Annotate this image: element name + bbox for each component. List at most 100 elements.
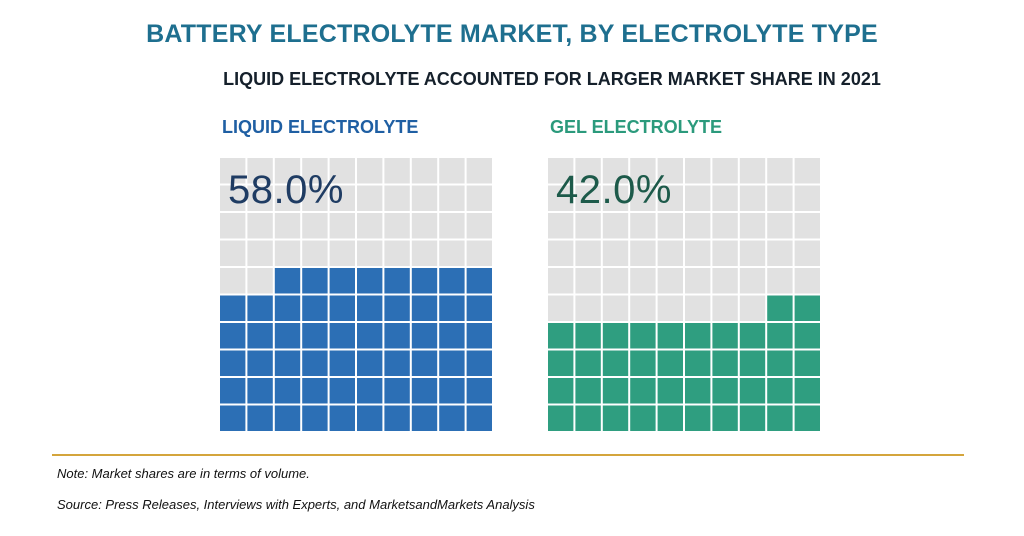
waffle-cell-liquid-filled [247,378,273,404]
waffle-cell-gel-filled [548,323,574,349]
waffle-cell-liquid-filled [466,295,492,321]
waffle-cell-gel-empty [630,240,656,266]
waffle-cell-liquid-empty [439,158,465,184]
waffle-cell-gel-empty [575,185,601,211]
series-label-liquid: LIQUID ELECTROLYTE [222,117,419,137]
waffle-cell-liquid-empty [439,240,465,266]
waffle-cell-liquid-empty [302,240,328,266]
waffle-cell-liquid-filled [357,323,383,349]
waffle-cell-gel-empty [602,158,629,184]
waffle-cell-gel-empty [739,240,766,266]
waffle-cell-gel-empty [685,295,711,321]
waffle-cell-gel-empty [575,213,601,239]
waffle-cell-liquid-filled [220,295,246,321]
waffle-cell-liquid-filled [220,323,246,349]
waffle-cell-liquid-empty [384,158,410,184]
waffle-cell-gel-empty [712,268,738,294]
waffle-cell-liquid-filled [411,268,438,294]
waffle-cell-liquid-filled [411,350,438,376]
waffle-cell-gel-empty [657,158,683,184]
waffle-cell-liquid-filled [439,268,465,294]
waffle-cell-liquid-filled [274,378,301,404]
waffle-cell-gel-filled [602,323,629,349]
waffle-cell-liquid-empty [247,185,273,211]
waffle-cell-liquid-filled [411,323,438,349]
source-note: Source: Press Releases, Interviews with … [57,497,535,512]
footnote: Note: Market shares are in terms of volu… [57,466,310,481]
waffle-cell-gel-empty [712,185,738,211]
waffle-cell-liquid-empty [329,185,355,211]
waffle-cell-gel-filled [575,323,601,349]
waffle-cell-gel-filled [794,295,820,321]
waffle-cell-gel-filled [712,323,738,349]
waffle-cell-gel-filled [657,323,683,349]
waffle-cell-liquid-filled [466,323,492,349]
waffle-cell-liquid-empty [466,185,492,211]
waffle-cell-liquid-empty [329,213,355,239]
waffle-cell-liquid-filled [466,378,492,404]
waffle-cell-liquid-filled [411,405,438,431]
waffle-cell-gel-empty [630,295,656,321]
waffle-cell-liquid-filled [357,268,383,294]
waffle-cell-gel-filled [767,323,793,349]
waffle-cell-liquid-empty [220,268,246,294]
waffle-cell-liquid-filled [302,378,328,404]
waffle-cell-gel-empty [575,240,601,266]
waffle-cell-liquid-filled [247,405,273,431]
waffle-cell-gel-filled [767,405,793,431]
waffle-cell-liquid-filled [247,295,273,321]
waffle-cell-gel-empty [739,295,766,321]
waffle-cell-liquid-empty [357,240,383,266]
waffle-cell-gel-empty [548,240,574,266]
waffle-cell-liquid-empty [220,213,246,239]
waffle-cell-gel-empty [685,240,711,266]
waffle-cell-liquid-filled [384,405,410,431]
waffle-cell-liquid-filled [439,378,465,404]
waffle-cell-gel-filled [548,350,574,376]
waffle-cell-liquid-empty [220,240,246,266]
waffle-cell-liquid-empty [220,185,246,211]
waffle-cell-liquid-empty [411,185,438,211]
waffle-cell-liquid-empty [384,185,410,211]
waffle-cell-gel-empty [739,158,766,184]
waffle-cell-gel-filled [630,350,656,376]
waffle-cell-liquid-filled [220,378,246,404]
waffle-cell-liquid-empty [411,240,438,266]
waffle-cell-gel-empty [602,240,629,266]
waffle-cell-gel-filled [657,378,683,404]
waffle-cell-gel-empty [712,240,738,266]
waffle-cell-liquid-filled [439,323,465,349]
waffle-cell-liquid-empty [274,240,301,266]
waffle-cell-liquid-filled [466,350,492,376]
waffle-cell-liquid-filled [302,295,328,321]
waffle-cell-gel-empty [739,185,766,211]
waffle-cell-gel-empty [685,268,711,294]
waffle-cell-gel-empty [657,185,683,211]
waffle-cell-liquid-filled [411,378,438,404]
waffle-cell-gel-filled [767,350,793,376]
waffle-cell-liquid-empty [357,213,383,239]
waffle-cell-liquid-filled [274,350,301,376]
waffle-cell-liquid-filled [329,268,355,294]
waffle-cell-gel-empty [548,185,574,211]
waffle-cell-gel-empty [712,295,738,321]
waffle-cell-liquid-empty [302,213,328,239]
waffle-cell-liquid-filled [384,323,410,349]
waffle-cell-liquid-empty [466,240,492,266]
waffle-cell-liquid-filled [220,405,246,431]
waffle-cell-gel-empty [548,158,574,184]
waffle-cell-liquid-filled [357,295,383,321]
waffle-cell-liquid-empty [411,213,438,239]
waffle-cell-gel-empty [794,185,820,211]
waffle-cell-gel-empty [602,185,629,211]
waffle-cell-gel-empty [685,185,711,211]
waffle-cell-gel-filled [794,405,820,431]
waffle-cell-gel-filled [794,323,820,349]
waffle-cell-gel-empty [602,268,629,294]
waffle-cell-gel-empty [602,295,629,321]
waffle-cell-liquid-filled [220,350,246,376]
waffle-cell-liquid-filled [357,378,383,404]
waffle-cell-liquid-filled [357,405,383,431]
waffle-cell-liquid-empty [357,185,383,211]
chart-subtitle: LIQUID ELECTROLYTE ACCOUNTED FOR LARGER … [223,69,881,89]
